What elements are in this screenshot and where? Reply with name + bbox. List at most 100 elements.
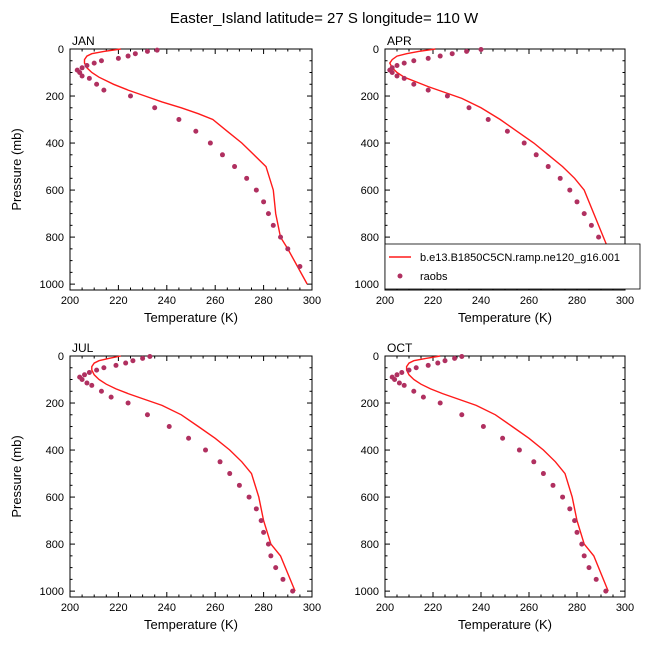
raob-point [94, 81, 100, 87]
x-tick-label: 280 [254, 602, 272, 614]
raob-point [413, 365, 419, 371]
model-profile-line [91, 355, 296, 592]
y-axis-label: Pressure (mb) [9, 128, 24, 210]
raob-point [84, 62, 90, 68]
x-tick-label: 220 [109, 295, 127, 307]
raob-point [152, 105, 158, 111]
y-tick-label: 200 [46, 91, 64, 103]
raob-point [411, 58, 417, 64]
raob-point [265, 541, 271, 547]
raob-point [531, 459, 537, 465]
raob-point [261, 529, 267, 535]
raob-point [113, 362, 119, 368]
panel-title: JUL [72, 341, 94, 355]
x-tick-label: 220 [109, 602, 127, 614]
raob-point [399, 369, 405, 375]
raob-point [217, 459, 223, 465]
raob-point [268, 553, 274, 559]
raob-point [79, 73, 85, 79]
raob-point [253, 506, 259, 512]
x-tick-label: 200 [61, 602, 79, 614]
raob-point [128, 93, 133, 99]
panel-jan: 200 220 240 260 280 300 0 200 400 600 800 1000 Tempe… [9, 34, 321, 325]
model-profile-line [83, 48, 308, 285]
raob-point [464, 48, 470, 54]
raob-point [94, 367, 100, 373]
y-tick-label: 1000 [355, 279, 379, 291]
y-tick-label: 1000 [355, 586, 379, 598]
raob-point [227, 471, 233, 477]
raob-point [154, 47, 160, 53]
x-tick-label: 260 [206, 602, 224, 614]
panel-title: APR [387, 34, 412, 48]
raob-point [459, 353, 465, 359]
x-tick-label: 300 [303, 295, 321, 307]
y-tick-label: 200 [361, 398, 379, 410]
raob-point [449, 51, 455, 57]
raob-point [82, 372, 88, 378]
y-tick-label: 0 [373, 351, 379, 363]
raob-point [77, 70, 83, 76]
raob-point [452, 355, 458, 361]
raob-point [273, 565, 279, 571]
raob-point [270, 222, 276, 228]
figure-title: Easter_Island latitude= 27 S longitude= … [170, 10, 479, 27]
raob-point [232, 164, 238, 170]
raob-point [540, 471, 546, 477]
raob-point [406, 367, 412, 373]
raob-point [444, 93, 450, 99]
y-tick-label: 400 [46, 445, 64, 457]
raob-point [394, 73, 400, 79]
raob-point [560, 494, 566, 500]
raob-point [297, 263, 303, 269]
raob-point [435, 360, 441, 366]
raob-point [425, 362, 431, 368]
y-tick-label: 0 [58, 44, 64, 56]
raob-point [125, 53, 131, 59]
raob-point [84, 380, 90, 386]
y-tick-label: 400 [46, 138, 64, 150]
raob-point [574, 529, 580, 535]
raob-point [207, 140, 213, 146]
y-tick-label: 600 [361, 492, 379, 504]
raob-point [285, 246, 291, 252]
legend-model-label: b.e13.B1850C5CN.ramp.ne120_g16.001 [420, 252, 620, 264]
plot-frame [69, 355, 313, 598]
raob-point [401, 75, 407, 81]
raob-point [91, 60, 97, 66]
raob-point [411, 388, 417, 394]
x-tick-label: 240 [158, 295, 176, 307]
raob-point [132, 51, 138, 57]
raob-point [79, 377, 85, 383]
raob-point [516, 447, 522, 453]
raob-point [280, 576, 286, 582]
raob-point [236, 482, 242, 488]
y-tick-label: 400 [361, 445, 379, 457]
x-tick-label: 240 [158, 602, 176, 614]
raob-point [459, 412, 465, 418]
y-tick-label: 800 [46, 539, 64, 551]
x-tick-label: 260 [520, 295, 538, 307]
raob-point [79, 65, 85, 71]
raob-point [500, 435, 506, 441]
raob-point [89, 382, 95, 388]
raob-point [389, 70, 395, 76]
raob-point [101, 87, 107, 93]
raob-point [396, 380, 402, 386]
model-profile-line [405, 355, 609, 592]
raob-point [557, 175, 563, 181]
raob-point [392, 377, 398, 383]
raob-point [219, 152, 225, 158]
raob-point [98, 388, 104, 394]
raob-point [115, 55, 121, 61]
raob-point [504, 128, 510, 134]
raob-point [567, 187, 573, 193]
x-tick-label: 300 [303, 602, 321, 614]
panel-title: OCT [387, 341, 413, 355]
y-tick-label: 200 [361, 91, 379, 103]
raob-point [596, 234, 602, 240]
raob-point [140, 355, 146, 361]
raob-point [193, 128, 199, 134]
